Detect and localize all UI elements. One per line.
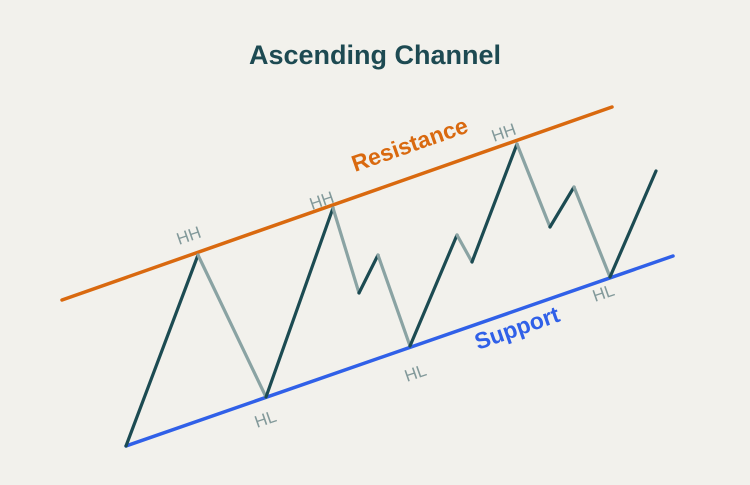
svg-text:Resistance: Resistance — [348, 112, 471, 177]
svg-text:HH: HH — [174, 223, 203, 249]
svg-text:HL: HL — [252, 407, 279, 432]
svg-text:HL: HL — [402, 361, 429, 386]
